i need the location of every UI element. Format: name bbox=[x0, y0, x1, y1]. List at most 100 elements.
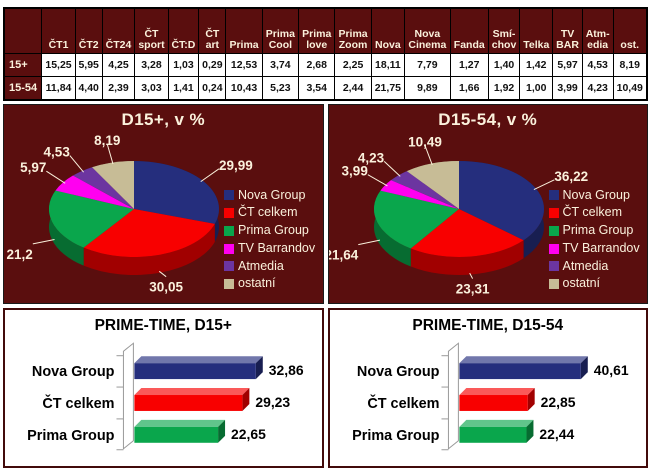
legend-item: ČT celkem bbox=[548, 205, 645, 220]
bar-panel-primetime-d15plus: PRIME-TIME, D15+ Nova Group 32,86 ČT celke… bbox=[3, 308, 324, 468]
table-cell: 2,25 bbox=[334, 53, 372, 77]
legend-swatch bbox=[224, 208, 234, 219]
bar-category-label: Nova Group bbox=[356, 364, 439, 380]
pie-label-leader bbox=[533, 179, 555, 190]
pie-label-leader bbox=[424, 145, 433, 166]
pie-value-label: 36,22 bbox=[554, 169, 588, 184]
column-header: ČT sport bbox=[134, 7, 169, 54]
bar bbox=[458, 395, 528, 411]
table-cell: 3,03 bbox=[134, 76, 169, 101]
table-cell: 3,54 bbox=[298, 76, 336, 101]
pie-value-label: 4,23 bbox=[357, 150, 384, 165]
table-cell: 12,53 bbox=[225, 53, 263, 77]
table-cell: 21,75 bbox=[370, 76, 406, 101]
legend-item: TV Barrandov bbox=[224, 240, 320, 256]
table-cell: 5,95 bbox=[74, 53, 103, 77]
column-header: ČT:D bbox=[167, 7, 200, 54]
legend-swatch bbox=[548, 208, 559, 219]
legend-label: ostatní bbox=[238, 276, 276, 291]
bar-top-face bbox=[458, 388, 535, 396]
bar-end-face bbox=[525, 419, 533, 443]
legend-item: Atmedia bbox=[224, 259, 320, 274]
table-cell: 5,97 bbox=[552, 53, 583, 77]
legend-swatch bbox=[548, 190, 559, 201]
table-cell: 1,27 bbox=[449, 53, 489, 77]
pie-charts-row: D15+, v % 29,99 30,05 21,2 5,97 4,53 8,19 Nov… bbox=[3, 104, 648, 304]
column-header: Prima love bbox=[298, 7, 336, 54]
table-cell: 7,79 bbox=[404, 53, 451, 77]
bar-end-face bbox=[527, 388, 535, 411]
legend-label: ostatní bbox=[562, 276, 601, 291]
bar-title-primetime-d15-54: PRIME-TIME, D15-54 bbox=[412, 317, 564, 334]
table-cell: 1,42 bbox=[519, 53, 554, 77]
legend-label: ČT celkem bbox=[238, 205, 298, 220]
bar-top-face bbox=[134, 388, 250, 396]
pie-chart-d15plus-svg: 29,99 30,05 21,2 5,974,53 8,19 bbox=[7, 133, 253, 295]
bar-top-face bbox=[458, 419, 533, 427]
pie-label-leader bbox=[357, 239, 380, 246]
column-header: TV BAR bbox=[552, 7, 583, 54]
bar-end-face bbox=[580, 356, 588, 380]
legend-item: ČT celkem bbox=[224, 205, 320, 220]
pie-value-label: 5,97 bbox=[20, 160, 46, 175]
pie-slice-side bbox=[48, 190, 84, 266]
legend-label: Nova Group bbox=[238, 187, 306, 202]
pie-panel-d15plus: D15+, v % 29,99 30,05 21,2 5,97 4,53 8,19 Nov… bbox=[3, 104, 324, 304]
pie-slice bbox=[390, 171, 459, 209]
table-cell: 10,49 bbox=[612, 76, 648, 101]
table-cell: 4,40 bbox=[74, 76, 103, 101]
legend-label: ČT celkem bbox=[562, 205, 623, 220]
table-row: 15-54 11,84 4,40 2,39 3,03 1,41 0,24 10,43 5,23 3… bbox=[3, 76, 648, 101]
bar-value-label: 29,23 bbox=[255, 394, 290, 410]
pie-label-leader bbox=[106, 144, 114, 165]
bar-top-face bbox=[134, 356, 263, 364]
column-header: Nova Cinema bbox=[404, 7, 451, 54]
pie-value-label: 21,2 bbox=[7, 247, 33, 262]
corner-cell bbox=[3, 7, 43, 54]
pie-slice bbox=[73, 167, 134, 209]
column-header: Telka bbox=[519, 7, 554, 54]
column-header: ČT1 bbox=[41, 7, 76, 54]
column-header: Prima Cool bbox=[261, 7, 300, 54]
table-cell: 3,28 bbox=[134, 53, 169, 77]
pie-label-leader bbox=[383, 161, 401, 177]
legend-swatch bbox=[224, 261, 234, 272]
legend-swatch bbox=[548, 279, 559, 290]
legend-swatch bbox=[224, 243, 234, 254]
pie-value-label: 3,99 bbox=[341, 164, 367, 179]
legend-label: TV Barrandov bbox=[238, 240, 316, 255]
legend-item: ostatní bbox=[548, 276, 645, 291]
table-cell: 8,19 bbox=[612, 53, 648, 77]
header-row: ČT1 ČT2 ČT24 ČT sport ČT:D ČT art Prima Prima C… bbox=[3, 7, 648, 54]
pie-body-d15plus: 29,99 30,05 21,2 5,97 4,53 8,19 Nova Group ČT … bbox=[4, 131, 323, 301]
pie-label-leader bbox=[468, 272, 473, 279]
table-cell: 4,23 bbox=[581, 76, 614, 101]
table-cell: 4,53 bbox=[581, 53, 614, 77]
bar bbox=[134, 426, 219, 443]
column-header: ČT art bbox=[198, 7, 227, 54]
legend-item: TV Barrandov bbox=[548, 241, 645, 256]
pie-value-label: 29,99 bbox=[219, 158, 253, 173]
legend-swatch bbox=[548, 261, 559, 272]
legend-label: Atmedia bbox=[562, 258, 609, 273]
pie-slice bbox=[380, 180, 459, 209]
legend-label: Prima Group bbox=[238, 223, 309, 237]
pie-legend-d15-54: Nova Group ČT celkem Prima Group TV Barrand… bbox=[548, 131, 647, 301]
table-cell: 10,43 bbox=[225, 76, 263, 101]
table-row: 15+ 15,25 5,95 4,25 3,28 1,03 0,29 12,53 3,74 2,6… bbox=[3, 53, 648, 77]
column-header: Smí- chov bbox=[487, 7, 521, 54]
pie-value-label: 30,05 bbox=[149, 280, 183, 295]
share-table: ČT1 ČT2 ČT24 ČT sport ČT:D ČT art Prima Prima C… bbox=[3, 7, 648, 101]
legend-swatch bbox=[548, 243, 559, 254]
pie-value-label: 8,19 bbox=[94, 133, 120, 148]
table-cell: 15,25 bbox=[41, 53, 76, 77]
column-header: ost. bbox=[612, 7, 648, 54]
pie-value-label: 4,53 bbox=[44, 145, 71, 160]
pie-label-leader bbox=[46, 170, 66, 184]
pie-slice bbox=[134, 161, 220, 224]
bar-panel-primetime-d15-54: PRIME-TIME, D15-54 Nova Group 40,61 ČT cel… bbox=[327, 308, 648, 468]
bar-top-face bbox=[134, 419, 226, 427]
pie-body-d15-54: 36,22 23,31 21,64 3,994,23 10,49 Nova Group Č… bbox=[328, 131, 648, 301]
table-cell: 2,44 bbox=[334, 76, 372, 101]
